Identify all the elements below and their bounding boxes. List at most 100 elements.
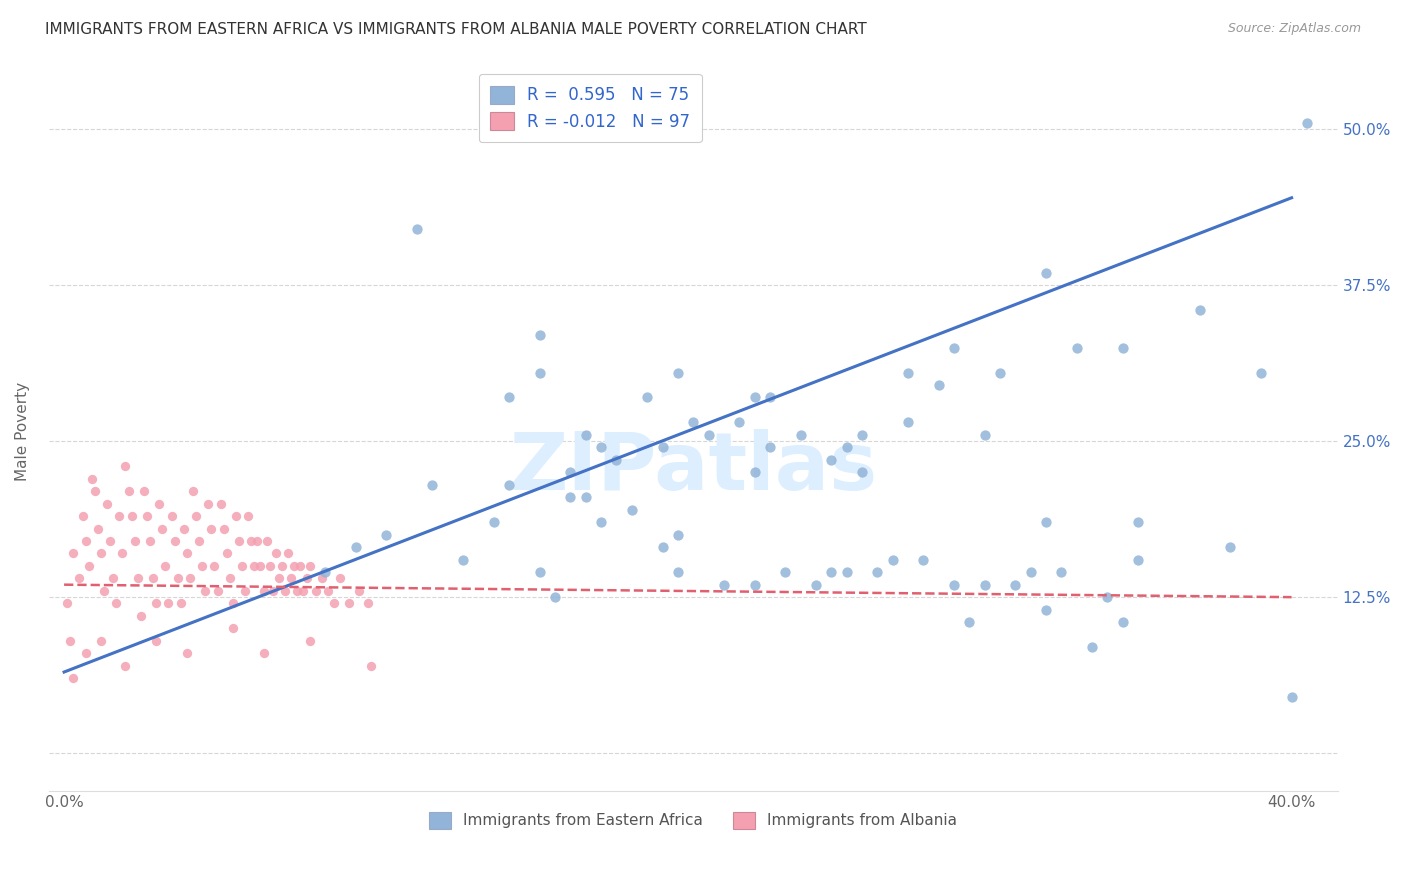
Point [775, 565, 797, 579]
Point [111, 546, 134, 560]
Point [344, 540, 367, 554]
Point [988, 366, 1011, 380]
Point [142, 571, 165, 585]
Y-axis label: Male Poverty: Male Poverty [15, 382, 30, 482]
Point [96, 497, 118, 511]
Point [264, 546, 287, 560]
Text: Source: ZipAtlas.com: Source: ZipAtlas.com [1227, 22, 1361, 36]
Point [267, 571, 290, 585]
Point [233, 583, 256, 598]
Point [212, 521, 235, 535]
Point [928, 378, 950, 392]
Point [666, 366, 689, 380]
Point [697, 428, 720, 442]
Point [200, 521, 222, 535]
Point [1050, 565, 1073, 579]
Point [181, 484, 204, 499]
Point [406, 222, 429, 236]
Point [713, 577, 735, 591]
Point [1188, 303, 1211, 318]
Point [87, 521, 110, 535]
Point [316, 583, 339, 598]
Point [1128, 552, 1150, 566]
Point [298, 633, 321, 648]
Point [1081, 640, 1104, 654]
Point [422, 478, 444, 492]
Point [973, 577, 995, 591]
Point [529, 328, 551, 343]
Point [246, 533, 269, 548]
Point [93, 583, 115, 598]
Point [160, 509, 183, 524]
Point [271, 558, 294, 573]
Point [1281, 690, 1303, 704]
Point [124, 533, 146, 548]
Point [882, 552, 904, 566]
Point [240, 533, 263, 548]
Point [1019, 565, 1042, 579]
Point [1004, 577, 1026, 591]
Text: IMMIGRANTS FROM EASTERN AFRICA VS IMMIGRANTS FROM ALBANIA MALE POVERTY CORRELATI: IMMIGRANTS FROM EASTERN AFRICA VS IMMIGR… [45, 22, 866, 37]
Point [170, 596, 193, 610]
Point [591, 441, 613, 455]
Point [636, 391, 658, 405]
Point [249, 558, 271, 573]
Point [311, 571, 333, 585]
Point [62, 546, 84, 560]
Point [1112, 341, 1135, 355]
Point [575, 428, 598, 442]
Point [129, 608, 152, 623]
Point [498, 478, 520, 492]
Point [117, 484, 139, 499]
Point [127, 571, 149, 585]
Point [277, 546, 299, 560]
Point [591, 515, 613, 529]
Point [176, 646, 198, 660]
Point [498, 391, 520, 405]
Point [75, 533, 97, 548]
Point [132, 484, 155, 499]
Point [238, 509, 260, 524]
Point [820, 565, 842, 579]
Point [204, 558, 226, 573]
Point [83, 484, 105, 499]
Point [108, 509, 131, 524]
Point [957, 615, 980, 629]
Point [744, 577, 766, 591]
Point [166, 571, 188, 585]
Point [744, 466, 766, 480]
Point [283, 558, 305, 573]
Point [666, 565, 689, 579]
Point [207, 583, 229, 598]
Point [759, 391, 782, 405]
Point [529, 366, 551, 380]
Point [252, 646, 274, 660]
Point [121, 509, 143, 524]
Point [360, 658, 382, 673]
Point [72, 509, 94, 524]
Point [759, 441, 782, 455]
Point [323, 596, 346, 610]
Point [482, 515, 505, 529]
Point [1035, 602, 1057, 616]
Point [820, 453, 842, 467]
Point [529, 565, 551, 579]
Text: ZIPatlas: ZIPatlas [509, 429, 877, 507]
Point [789, 428, 811, 442]
Point [1097, 590, 1119, 604]
Point [295, 571, 318, 585]
Point [228, 533, 250, 548]
Point [897, 416, 920, 430]
Point [274, 583, 297, 598]
Point [75, 646, 97, 660]
Point [451, 552, 474, 566]
Point [1066, 341, 1088, 355]
Point [157, 596, 180, 610]
Point [943, 341, 966, 355]
Point [136, 509, 159, 524]
Point [191, 558, 214, 573]
Point [225, 509, 247, 524]
Point [188, 533, 211, 548]
Point [620, 503, 643, 517]
Point [835, 565, 858, 579]
